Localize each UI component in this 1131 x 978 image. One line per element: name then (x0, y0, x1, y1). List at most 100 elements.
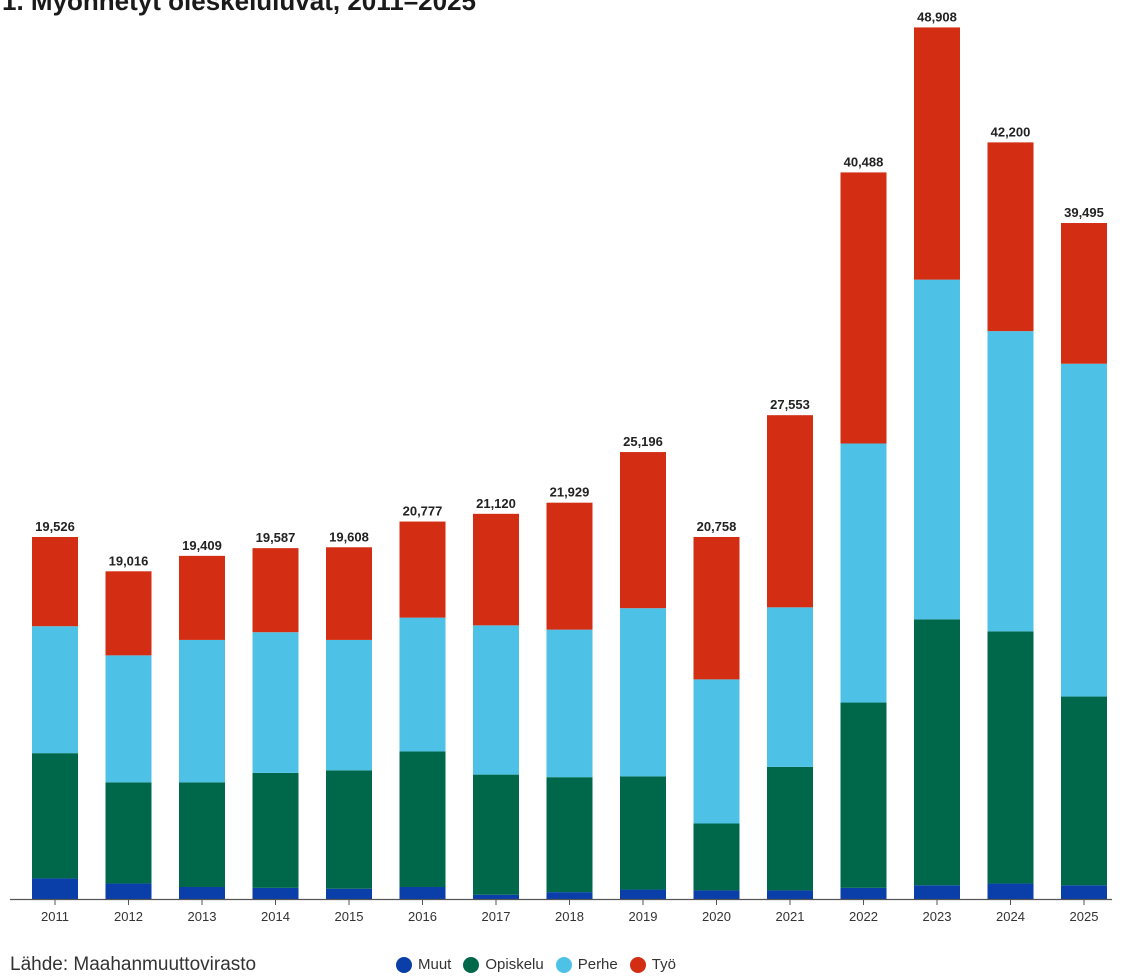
bar-segment-perhe-2018 (546, 629, 593, 778)
total-label-2017: 21,120 (476, 496, 516, 511)
x-tick-label-2025: 2025 (1070, 909, 1099, 924)
bar-segment-opiskelu-2016 (399, 751, 446, 887)
x-tick-label-2021: 2021 (776, 909, 805, 924)
legend-label-tyo: Työ (651, 956, 676, 973)
bar-segment-perhe-2022 (840, 443, 887, 703)
x-tick-label-2011: 2011 (41, 909, 69, 924)
bar-segment-perhe-2023 (914, 279, 960, 620)
bar-segment-perhe-2019 (620, 608, 666, 777)
total-label-2014: 19,587 (256, 530, 296, 545)
legend-item-tyo: Työ (629, 956, 676, 973)
bar-segment-muut-2019 (620, 889, 666, 899)
bar-segment-muut-2025 (1061, 885, 1107, 899)
bar-segment-muut-2011 (32, 878, 78, 899)
bar-segment-ty-2017 (473, 513, 519, 626)
x-tick-label-2024: 2024 (996, 909, 1025, 924)
legend: Muut Opiskelu Perhe Työ (396, 956, 688, 973)
bar-segment-ty-2023 (914, 27, 960, 280)
bar-segment-muut-2022 (840, 887, 887, 899)
bar-segment-opiskelu-2018 (546, 777, 593, 893)
bar-segment-ty-2021 (767, 415, 813, 608)
total-label-2023: 48,908 (917, 9, 957, 24)
total-label-2012: 19,016 (109, 553, 149, 568)
legend-swatch-tyo (629, 956, 646, 973)
bar-segment-perhe-2020 (693, 679, 740, 824)
bar-segment-muut-2014 (252, 887, 299, 899)
x-tick-label-2016: 2016 (408, 909, 437, 924)
bar-segment-opiskelu-2023 (914, 619, 960, 886)
bar-segment-ty-2020 (693, 536, 740, 680)
bar-segment-muut-2012 (105, 883, 152, 899)
bar-segment-opiskelu-2021 (767, 766, 813, 891)
stacked-bar-chart: 19,526 2011 19,016 2012 19,409 2013 19,587 2014… (10, 9, 1112, 924)
legend-swatch-muut (396, 956, 412, 973)
bar-segment-perhe-2025 (1061, 363, 1107, 697)
bar-segment-perhe-2011 (32, 626, 78, 754)
x-tick-label-2023: 2023 (923, 909, 952, 924)
legend-label-opiskelu: Opiskelu (485, 956, 544, 973)
x-tick-label-2018: 2018 (555, 909, 584, 924)
bar-segment-muut-2013 (179, 886, 225, 899)
bar-segment-muut-2016 (399, 886, 446, 899)
x-tick-label-2022: 2022 (849, 909, 878, 924)
bar-segment-ty-2024 (987, 142, 1034, 332)
bar-segment-ty-2018 (546, 502, 593, 630)
legend-item-opiskelu: Opiskelu (463, 956, 544, 973)
total-label-2022: 40,488 (844, 154, 884, 169)
bar-segment-perhe-2021 (767, 607, 813, 767)
bar-segment-ty-2022 (840, 172, 887, 444)
bar-segment-muut-2018 (546, 892, 593, 899)
bar-segment-muut-2024 (987, 883, 1034, 899)
bar-segment-opiskelu-2011 (32, 753, 78, 879)
bar-segment-perhe-2013 (179, 639, 225, 783)
chart-title: 1. Myönnetyt oleskeluluvat, 2011–2025 (2, 0, 477, 16)
bar-segment-muut-2020 (693, 890, 740, 899)
bar-segment-perhe-2014 (252, 632, 299, 773)
bar-segment-opiskelu-2025 (1061, 696, 1107, 886)
bar-segment-perhe-2024 (987, 331, 1034, 632)
bar-segment-muut-2017 (473, 894, 519, 899)
bar-segment-perhe-2016 (399, 617, 446, 752)
bar-segment-muut-2015 (326, 888, 372, 899)
bar-segment-perhe-2012 (105, 655, 152, 783)
x-tick-label-2019: 2019 (629, 909, 658, 924)
legend-item-muut: Muut (396, 956, 451, 973)
x-tick-label-2012: 2012 (114, 909, 143, 924)
total-label-2021: 27,553 (770, 397, 810, 412)
total-label-2024: 42,200 (991, 124, 1031, 139)
total-label-2016: 20,777 (403, 504, 443, 519)
bar-segment-opiskelu-2020 (693, 823, 740, 891)
total-label-2011: 19,526 (35, 519, 75, 534)
x-tick-label-2014: 2014 (261, 909, 290, 924)
bar-segment-ty-2012 (105, 571, 152, 656)
legend-label-muut: Muut (418, 956, 452, 973)
legend-item-perhe: Perhe (555, 956, 618, 973)
bar-segment-opiskelu-2014 (252, 772, 299, 888)
bar-segment-opiskelu-2019 (620, 776, 666, 890)
bar-segment-perhe-2015 (326, 639, 372, 771)
legend-label-perhe: Perhe (577, 956, 618, 973)
bar-segment-opiskelu-2017 (473, 774, 519, 895)
bar-segment-opiskelu-2013 (179, 782, 225, 887)
total-label-2019: 25,196 (623, 434, 663, 449)
bar-segment-opiskelu-2022 (840, 702, 887, 888)
bar-segment-opiskelu-2012 (105, 782, 152, 884)
legend-swatch-perhe (555, 956, 572, 973)
total-label-2013: 19,409 (182, 538, 222, 553)
total-label-2025: 39,495 (1064, 205, 1104, 220)
bar-segment-ty-2014 (252, 548, 299, 633)
x-tick-label-2013: 2013 (188, 909, 217, 924)
bar-segment-muut-2023 (914, 885, 960, 899)
x-tick-label-2015: 2015 (335, 909, 364, 924)
bar-segment-ty-2019 (620, 452, 666, 609)
bar-segment-ty-2016 (399, 521, 446, 618)
bar-segment-perhe-2017 (473, 625, 519, 775)
bar-segment-ty-2015 (326, 547, 372, 640)
bar-segment-opiskelu-2015 (326, 770, 372, 889)
total-label-2020: 20,758 (697, 519, 737, 534)
bar-segment-muut-2021 (767, 890, 813, 899)
source-note: Lähde: Maahanmuuttovirasto (10, 954, 257, 975)
bar-segment-ty-2013 (179, 555, 225, 640)
bar-segment-ty-2011 (32, 536, 78, 627)
legend-swatch-opiskelu (463, 956, 480, 973)
